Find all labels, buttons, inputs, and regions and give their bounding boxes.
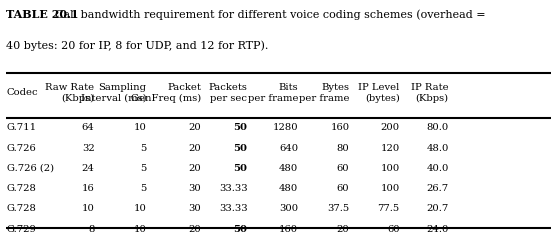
Text: Packet
GenFreq (ms): Packet GenFreq (ms) — [131, 83, 201, 103]
Text: 50: 50 — [233, 164, 247, 173]
Text: Raw Rate
(Kbps): Raw Rate (Kbps) — [46, 83, 95, 103]
Text: 32: 32 — [82, 144, 95, 153]
Text: 5: 5 — [140, 144, 146, 153]
Text: 10: 10 — [134, 204, 146, 213]
Text: 100: 100 — [380, 184, 400, 193]
Text: 20: 20 — [337, 225, 349, 234]
Text: 50: 50 — [233, 225, 247, 234]
Text: 60: 60 — [387, 225, 400, 234]
Text: 20.7: 20.7 — [427, 204, 449, 213]
Text: 26.7: 26.7 — [427, 184, 449, 193]
Text: TABLE 20.1: TABLE 20.1 — [6, 9, 78, 20]
Text: 60: 60 — [337, 184, 349, 193]
Text: 5: 5 — [140, 164, 146, 173]
Text: 37.5: 37.5 — [327, 204, 349, 213]
Text: 120: 120 — [380, 144, 400, 153]
Text: 80: 80 — [337, 144, 349, 153]
Text: 60: 60 — [337, 164, 349, 173]
Text: 40 bytes: 20 for IP, 8 for UDP, and 12 for RTP).: 40 bytes: 20 for IP, 8 for UDP, and 12 f… — [6, 40, 268, 51]
Text: 24: 24 — [82, 164, 95, 173]
Text: 10: 10 — [82, 204, 95, 213]
Text: G.729: G.729 — [7, 225, 37, 234]
Text: G.726: G.726 — [7, 144, 36, 153]
Text: IP Level
(bytes): IP Level (bytes) — [359, 83, 400, 103]
Text: 48.0: 48.0 — [427, 144, 449, 153]
Text: Packets
per sec: Packets per sec — [208, 83, 247, 102]
Text: 160: 160 — [330, 123, 349, 132]
Text: 77.5: 77.5 — [378, 204, 400, 213]
Text: IP Rate
(Kbps): IP Rate (Kbps) — [411, 83, 449, 103]
Text: 640: 640 — [279, 144, 298, 153]
Text: 5: 5 — [140, 184, 146, 193]
Text: 33.33: 33.33 — [219, 204, 247, 213]
Text: 50: 50 — [233, 144, 247, 153]
Text: 10: 10 — [134, 123, 146, 132]
Text: 33.33: 33.33 — [219, 184, 247, 193]
Text: 20: 20 — [188, 225, 201, 234]
Text: 64: 64 — [82, 123, 95, 132]
Text: 20: 20 — [188, 144, 201, 153]
Text: 8: 8 — [88, 225, 95, 234]
Text: Call bandwidth requirement for different voice coding schemes (overhead =: Call bandwidth requirement for different… — [48, 9, 486, 20]
Text: Bits
per frame: Bits per frame — [248, 83, 298, 102]
Text: 1280: 1280 — [272, 123, 298, 132]
Text: Bytes
per frame: Bytes per frame — [299, 83, 349, 102]
Text: 160: 160 — [279, 225, 298, 234]
Text: Sampling
Interval (ms): Sampling Interval (ms) — [81, 83, 146, 102]
Text: 40.0: 40.0 — [427, 164, 449, 173]
Text: 480: 480 — [279, 164, 298, 173]
Text: G.728: G.728 — [7, 204, 37, 213]
Text: G.711: G.711 — [7, 123, 37, 132]
Text: Codec: Codec — [7, 88, 38, 97]
Text: 480: 480 — [279, 184, 298, 193]
Text: 10: 10 — [134, 225, 146, 234]
Text: 200: 200 — [380, 123, 400, 132]
Text: 80.0: 80.0 — [427, 123, 449, 132]
Text: G.726 (2): G.726 (2) — [7, 164, 54, 173]
Text: 50: 50 — [233, 123, 247, 132]
Text: 16: 16 — [82, 184, 95, 193]
Text: 24.0: 24.0 — [427, 225, 449, 234]
Text: 300: 300 — [279, 204, 298, 213]
Text: 20: 20 — [188, 164, 201, 173]
Text: G.728: G.728 — [7, 184, 37, 193]
Text: 30: 30 — [188, 184, 201, 193]
Text: 30: 30 — [188, 204, 201, 213]
Text: 100: 100 — [380, 164, 400, 173]
Text: 20: 20 — [188, 123, 201, 132]
